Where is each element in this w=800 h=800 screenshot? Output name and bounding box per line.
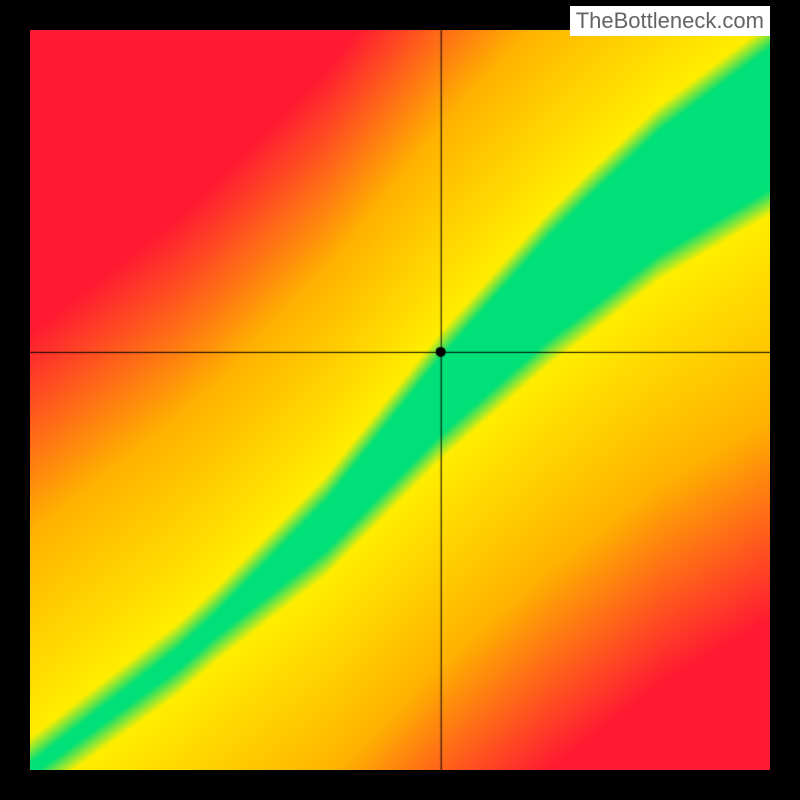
watermark-text: TheBottleneck.com — [570, 6, 770, 36]
heatmap-canvas — [30, 30, 770, 770]
